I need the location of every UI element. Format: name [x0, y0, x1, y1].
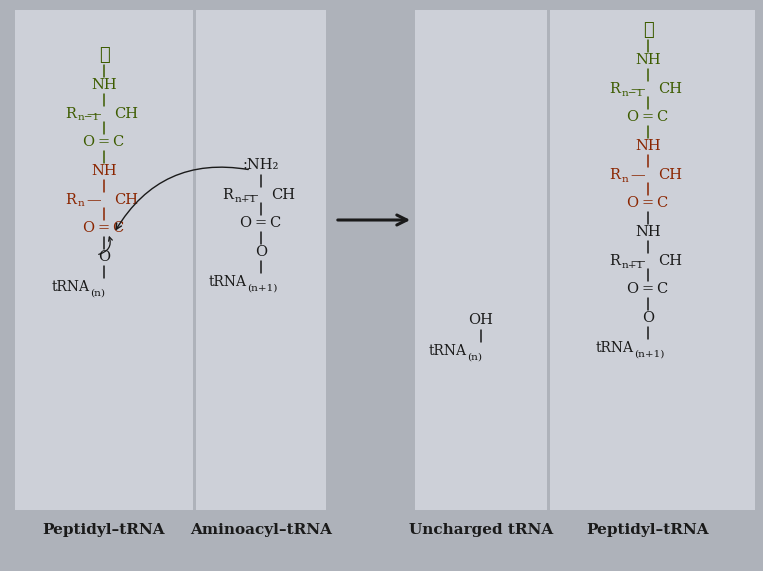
Text: R: R: [65, 193, 76, 207]
Text: O = C: O = C: [240, 216, 282, 230]
Text: tRNA: tRNA: [429, 344, 467, 358]
Text: NH: NH: [92, 164, 117, 178]
Text: CH: CH: [114, 107, 138, 121]
Text: O: O: [98, 250, 110, 264]
Text: NH: NH: [635, 53, 661, 67]
Text: O = C: O = C: [627, 110, 668, 124]
Text: (n+1): (n+1): [247, 283, 278, 292]
Text: CH: CH: [658, 168, 682, 182]
Text: Peptidyl–tRNA: Peptidyl–tRNA: [43, 523, 166, 537]
Text: R: R: [222, 188, 233, 202]
Text: R: R: [609, 254, 620, 268]
FancyArrowPatch shape: [98, 237, 112, 254]
FancyArrowPatch shape: [116, 167, 248, 230]
Text: :NH₂: :NH₂: [243, 158, 279, 172]
Text: R: R: [609, 168, 620, 182]
Text: Uncharged tRNA: Uncharged tRNA: [409, 523, 553, 537]
Text: R: R: [65, 107, 76, 121]
Text: Aminoacyl–tRNA: Aminoacyl–tRNA: [190, 523, 332, 537]
Text: n+1: n+1: [622, 260, 644, 270]
Text: ⋮: ⋮: [98, 46, 109, 64]
Text: OH: OH: [468, 313, 494, 327]
Text: n+1: n+1: [235, 195, 257, 203]
Text: n−1: n−1: [622, 89, 644, 98]
Text: tRNA: tRNA: [596, 341, 634, 355]
Text: (n): (n): [90, 288, 105, 297]
Text: CH: CH: [658, 82, 682, 96]
Text: O = C: O = C: [627, 282, 668, 296]
Text: R: R: [609, 82, 620, 96]
Text: O = C: O = C: [627, 196, 668, 210]
Text: CH: CH: [658, 254, 682, 268]
Text: —: —: [87, 193, 101, 207]
Bar: [550, 10, 755, 510]
Bar: [415, 10, 547, 510]
Bar: [15, 10, 193, 510]
Text: —: —: [87, 107, 101, 121]
Text: O = C: O = C: [83, 135, 124, 149]
Text: n−1: n−1: [78, 114, 100, 123]
Text: tRNA: tRNA: [209, 275, 247, 289]
Text: —: —: [243, 188, 259, 202]
Text: O: O: [642, 311, 654, 325]
Text: (n): (n): [467, 352, 482, 361]
Text: Peptidyl–tRNA: Peptidyl–tRNA: [587, 523, 710, 537]
Bar: [196, 10, 326, 510]
Text: O = C: O = C: [83, 221, 124, 235]
Text: CH: CH: [271, 188, 295, 202]
Text: O: O: [255, 245, 267, 259]
Text: —: —: [631, 168, 645, 182]
Text: NH: NH: [92, 78, 117, 92]
Text: NH: NH: [635, 139, 661, 153]
Text: tRNA: tRNA: [52, 280, 90, 294]
Text: ⋮: ⋮: [642, 21, 653, 39]
Text: (n+1): (n+1): [634, 349, 665, 359]
Text: n: n: [622, 175, 629, 183]
Text: —: —: [631, 82, 645, 96]
Text: CH: CH: [114, 193, 138, 207]
Text: —: —: [631, 254, 645, 268]
Text: n: n: [78, 199, 85, 208]
Text: NH: NH: [635, 225, 661, 239]
